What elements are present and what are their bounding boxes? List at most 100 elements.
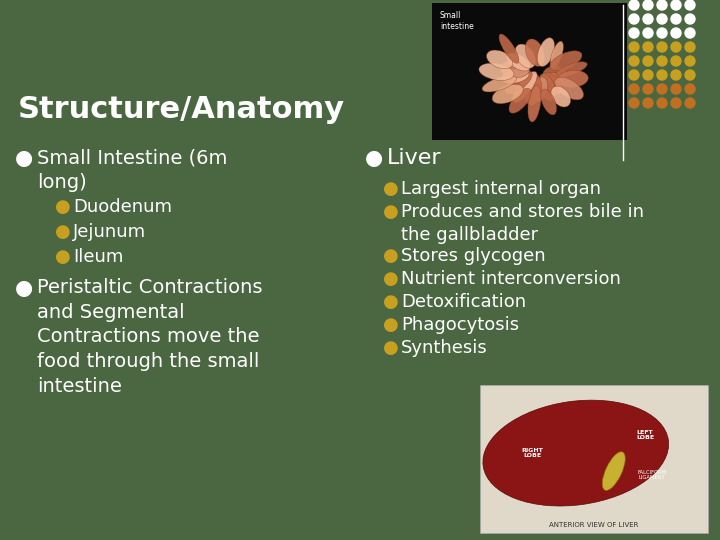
Ellipse shape <box>539 73 556 101</box>
Circle shape <box>657 56 667 66</box>
Text: Synthesis: Synthesis <box>401 339 487 357</box>
Circle shape <box>629 98 639 108</box>
Ellipse shape <box>513 71 537 103</box>
Text: ●: ● <box>383 339 399 357</box>
Text: Duodenum: Duodenum <box>73 198 172 216</box>
Ellipse shape <box>556 62 588 77</box>
Circle shape <box>643 98 653 108</box>
Text: LEFT
LOBE: LEFT LOBE <box>636 430 654 441</box>
Text: Produces and stores bile in
the gallbladder: Produces and stores bile in the gallblad… <box>401 203 644 244</box>
Text: ●: ● <box>55 198 71 216</box>
Text: Ileum: Ileum <box>73 248 123 266</box>
Circle shape <box>629 14 639 24</box>
Ellipse shape <box>542 72 562 94</box>
Circle shape <box>671 42 681 52</box>
Ellipse shape <box>500 60 529 78</box>
Text: ●: ● <box>383 203 399 221</box>
Ellipse shape <box>550 51 582 71</box>
Circle shape <box>629 56 639 66</box>
Text: ANTERIOR VIEW OF LIVER: ANTERIOR VIEW OF LIVER <box>549 522 639 528</box>
Text: RIGHT
LOBE: RIGHT LOBE <box>521 448 543 458</box>
Text: Phagocytosis: Phagocytosis <box>401 316 519 334</box>
Text: ●: ● <box>365 148 383 168</box>
Ellipse shape <box>550 41 563 69</box>
Text: ●: ● <box>55 223 71 241</box>
Circle shape <box>671 70 681 80</box>
Circle shape <box>643 70 653 80</box>
Text: ●: ● <box>383 180 399 198</box>
Text: ●: ● <box>383 316 399 334</box>
Ellipse shape <box>533 77 547 102</box>
Circle shape <box>629 28 639 38</box>
Text: Small Intestine (6m
long): Small Intestine (6m long) <box>37 148 228 192</box>
Ellipse shape <box>509 89 531 113</box>
Circle shape <box>657 14 667 24</box>
Circle shape <box>685 42 695 52</box>
Text: Stores glycogen: Stores glycogen <box>401 247 546 265</box>
Ellipse shape <box>551 86 570 107</box>
Circle shape <box>643 28 653 38</box>
Circle shape <box>671 98 681 108</box>
Text: Structure/Anatomy: Structure/Anatomy <box>18 95 345 124</box>
Ellipse shape <box>541 73 568 85</box>
Text: Largest internal organ: Largest internal organ <box>401 180 601 198</box>
Circle shape <box>643 84 653 94</box>
Ellipse shape <box>492 84 523 104</box>
Circle shape <box>671 14 681 24</box>
Circle shape <box>685 0 695 10</box>
Circle shape <box>657 98 667 108</box>
Ellipse shape <box>487 50 513 69</box>
Circle shape <box>685 14 695 24</box>
Text: ●: ● <box>55 248 71 266</box>
Circle shape <box>629 42 639 52</box>
Circle shape <box>685 70 695 80</box>
Circle shape <box>685 98 695 108</box>
Ellipse shape <box>499 34 519 63</box>
Ellipse shape <box>526 39 544 66</box>
Ellipse shape <box>537 38 554 66</box>
Circle shape <box>671 28 681 38</box>
Ellipse shape <box>483 400 669 506</box>
Text: FALCIFORM
LIGAMENT: FALCIFORM LIGAMENT <box>637 470 667 481</box>
Ellipse shape <box>515 44 536 68</box>
Text: ●: ● <box>15 148 33 168</box>
Ellipse shape <box>554 77 583 100</box>
Ellipse shape <box>482 76 516 92</box>
Text: Small
intestine: Small intestine <box>440 11 474 31</box>
Circle shape <box>685 28 695 38</box>
Circle shape <box>629 0 639 10</box>
Circle shape <box>685 84 695 94</box>
Circle shape <box>643 14 653 24</box>
Text: Peristaltic Contractions
and Segmental
Contractions move the
food through the sm: Peristaltic Contractions and Segmental C… <box>37 278 263 396</box>
Ellipse shape <box>543 66 566 83</box>
Circle shape <box>643 56 653 66</box>
Text: Liver: Liver <box>387 148 441 168</box>
Circle shape <box>657 28 667 38</box>
Text: ●: ● <box>383 270 399 288</box>
Ellipse shape <box>603 452 625 490</box>
Circle shape <box>657 0 667 10</box>
Circle shape <box>657 70 667 80</box>
Circle shape <box>629 70 639 80</box>
Ellipse shape <box>505 71 532 94</box>
Ellipse shape <box>479 63 514 80</box>
Text: ●: ● <box>15 278 33 298</box>
FancyBboxPatch shape <box>432 3 627 140</box>
Circle shape <box>671 84 681 94</box>
Circle shape <box>657 42 667 52</box>
Text: ●: ● <box>383 247 399 265</box>
Circle shape <box>671 0 681 10</box>
Circle shape <box>643 0 653 10</box>
Ellipse shape <box>557 70 588 87</box>
Text: Jejunum: Jejunum <box>73 223 146 241</box>
Circle shape <box>643 42 653 52</box>
Circle shape <box>671 56 681 66</box>
Text: Nutrient interconversion: Nutrient interconversion <box>401 270 621 288</box>
Ellipse shape <box>507 53 530 71</box>
Ellipse shape <box>528 85 541 122</box>
Ellipse shape <box>541 89 557 115</box>
Ellipse shape <box>523 73 541 105</box>
Text: ●: ● <box>383 293 399 311</box>
FancyBboxPatch shape <box>480 385 708 533</box>
Ellipse shape <box>501 69 529 83</box>
